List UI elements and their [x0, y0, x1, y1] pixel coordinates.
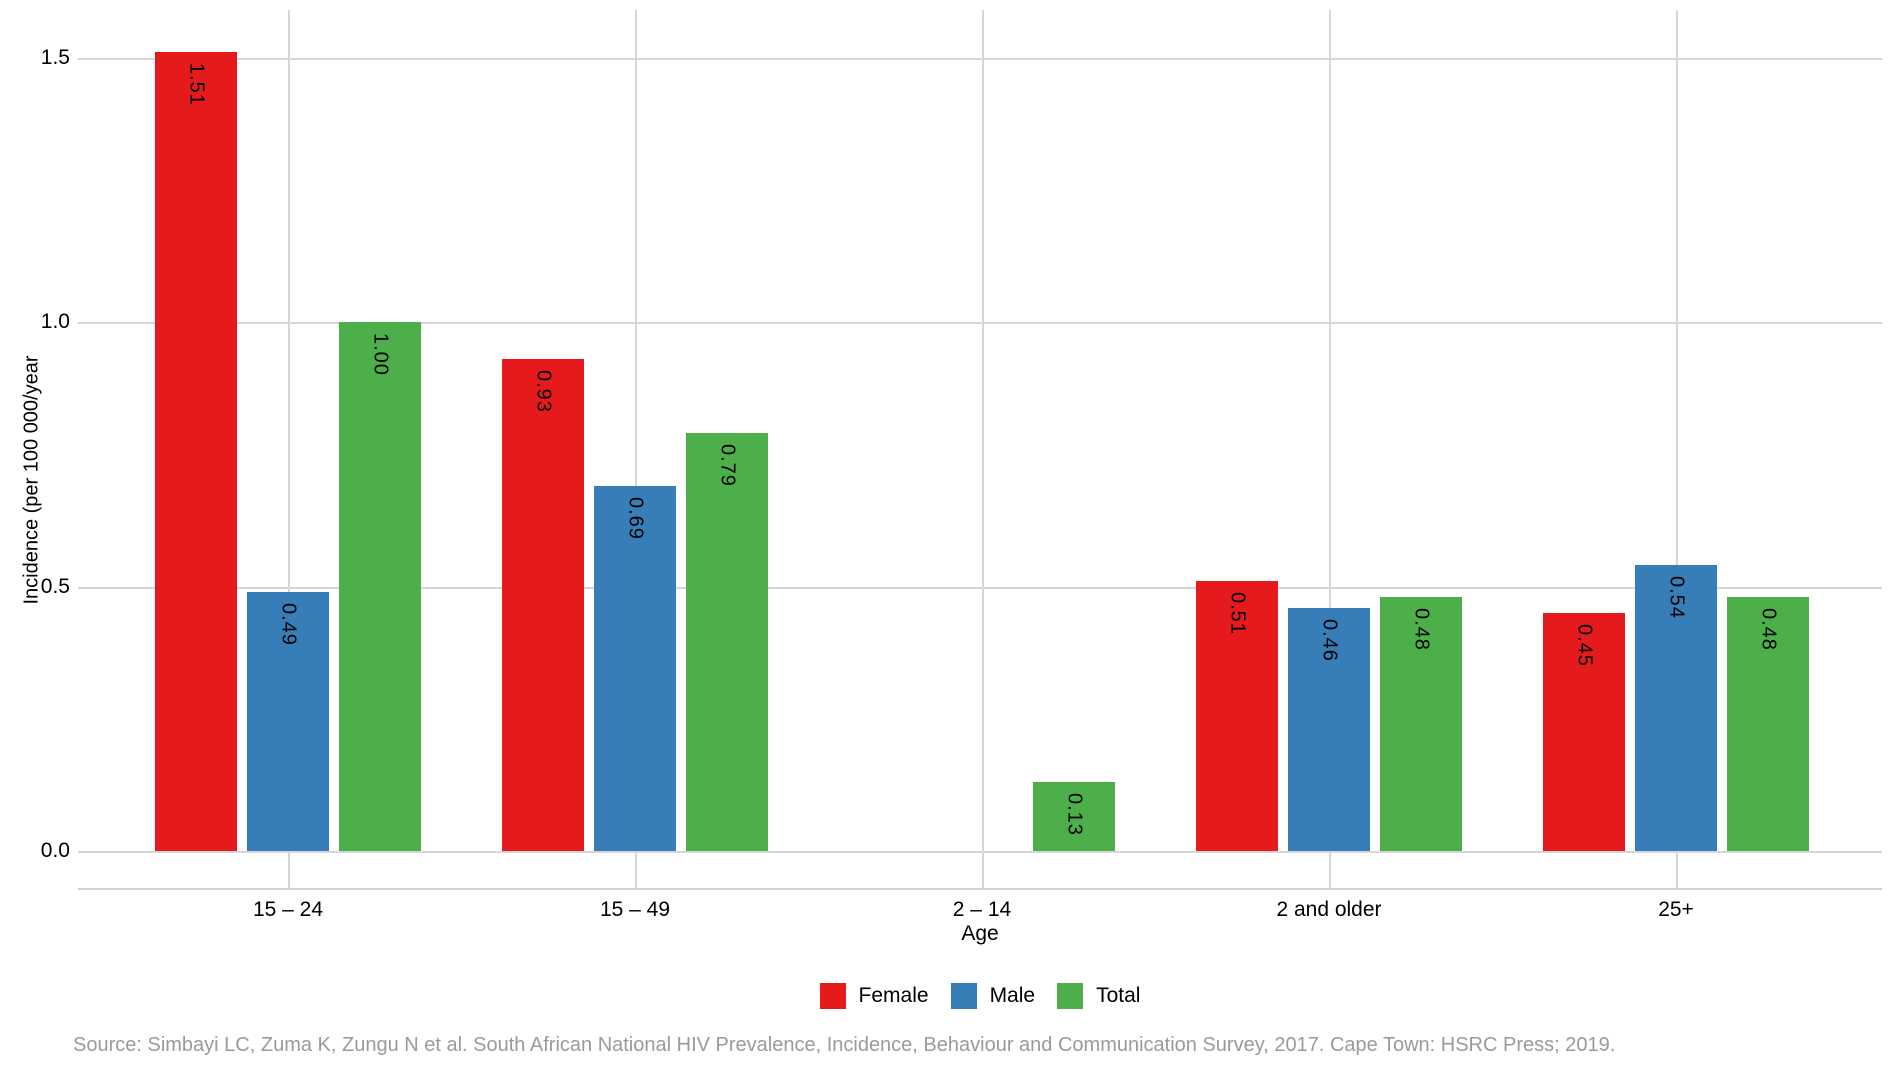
bar-female-3 [1196, 581, 1278, 851]
legend: Female Male Total [78, 982, 1882, 1010]
bar-male-3 [1288, 608, 1370, 851]
y-tick-label: 0.5 [40, 574, 70, 598]
bar-male-4 [1635, 565, 1717, 851]
x-tick-label: 25+ [1658, 898, 1694, 921]
legend-swatch-total [1057, 983, 1084, 1009]
bar-value-label: 0.49 [277, 603, 300, 646]
bar-total-4 [1727, 597, 1809, 851]
bar-value-label: 0.46 [1318, 619, 1341, 662]
gridline-x-2 [982, 10, 984, 890]
legend-item-male: Male [950, 983, 1036, 1009]
legend-item-total: Total [1057, 983, 1140, 1009]
bar-value-label: 0.54 [1665, 576, 1688, 619]
bar-value-label: 0.51 [1226, 592, 1249, 635]
x-axis-title: Age [961, 922, 999, 945]
bar-value-label: 0.48 [1757, 608, 1780, 651]
y-tick-label: 0.0 [40, 839, 70, 862]
bar-value-label: 0.69 [624, 497, 647, 540]
gridline-x-0 [288, 10, 290, 890]
plot-area: 1.51 0.93 0.51 0.45 0.49 0.69 0.46 0.54 1.00 0.79… [78, 10, 1882, 890]
gridline-x-3 [1329, 10, 1331, 890]
bar-value-label: 0.13 [1063, 793, 1086, 836]
bar-value-label: 0.48 [1410, 608, 1433, 651]
x-tick-label: 15 – 24 [252, 898, 324, 921]
bar-total-2 [1033, 782, 1115, 851]
bar-value-label: 0.93 [532, 370, 555, 413]
gridline-y-1.0 [78, 322, 1882, 324]
x-tick-label: 2 – 14 [952, 898, 1012, 921]
bar-value-label: 0.79 [716, 444, 739, 487]
gridline-x-1 [635, 10, 637, 890]
x-tick-label: 2 and older [1276, 898, 1382, 921]
gridline-x-4 [1676, 10, 1678, 890]
bar-male-1 [594, 486, 676, 851]
gridline-y-1.5 [78, 57, 1882, 60]
legend-label: Total [1096, 984, 1141, 1007]
bar-female-0 [155, 52, 237, 851]
gridline-y-0.5 [78, 586, 1882, 589]
x-axis-line [78, 888, 1882, 890]
y-tick-label: 1.0 [40, 310, 70, 333]
bar-total-3 [1380, 597, 1462, 851]
bar-female-1 [502, 359, 584, 851]
bar-male-0 [247, 592, 329, 851]
bar-total-1 [686, 433, 768, 851]
legend-swatch-female [819, 983, 846, 1009]
legend-label: Male [989, 984, 1036, 1007]
legend-swatch-male [950, 983, 977, 1009]
bar-value-label: 1.51 [185, 63, 208, 106]
legend-item-female: Female [819, 983, 929, 1009]
bar-value-label: 1.00 [369, 333, 392, 376]
y-axis-title: Incidence (per 100 000/year [20, 355, 43, 605]
gridline-y-0.0 [78, 851, 1882, 853]
source-text: Source: Simbayi LC, Zuma K, Zungu N et a… [73, 1034, 1616, 1056]
bar-total-0 [339, 322, 421, 851]
legend-label: Female [858, 984, 929, 1007]
bar-female-4 [1543, 613, 1625, 851]
y-tick-label: 1.5 [40, 45, 70, 69]
x-tick-label: 15 – 49 [599, 898, 671, 921]
bar-value-label: 0.45 [1573, 624, 1596, 667]
